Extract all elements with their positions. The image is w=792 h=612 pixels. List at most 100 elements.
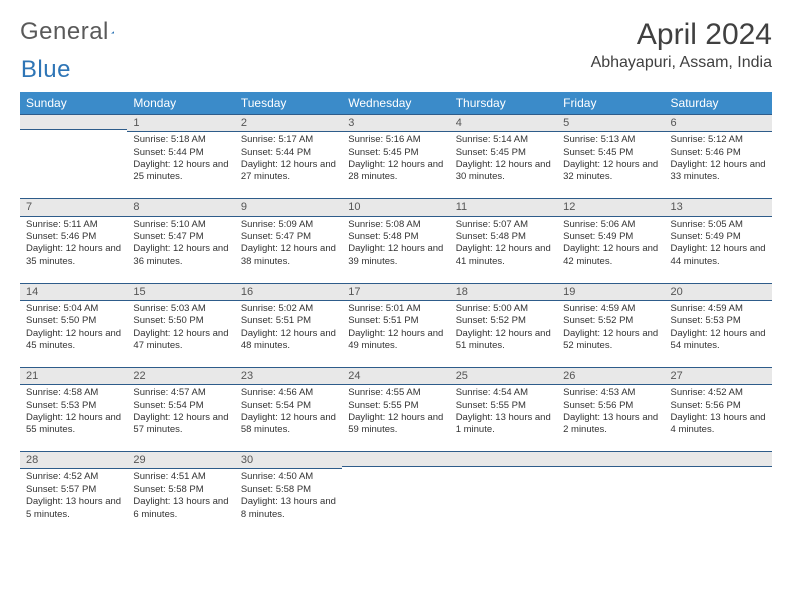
- day-cell-content: Sunrise: 4:57 AMSunset: 5:54 PMDaylight:…: [127, 385, 234, 440]
- day-cell: Sunrise: 5:09 AMSunset: 5:47 PMDaylight:…: [235, 217, 342, 283]
- daylight-line: Daylight: 12 hours and 35 minutes.: [26, 243, 121, 268]
- daylight-line: Daylight: 12 hours and 33 minutes.: [671, 159, 766, 184]
- empty-day-number: [450, 451, 557, 467]
- month-title: April 2024: [591, 18, 772, 52]
- sunset-line: Sunset: 5:45 PM: [456, 147, 551, 159]
- day-cell: Sunrise: 4:56 AMSunset: 5:54 PMDaylight:…: [235, 385, 342, 451]
- daylight-line: Daylight: 12 hours and 38 minutes.: [241, 243, 336, 268]
- weekday-header: Sunday: [20, 92, 127, 114]
- day-cell-content: Sunrise: 5:16 AMSunset: 5:45 PMDaylight:…: [342, 132, 449, 187]
- day-cell-content: Sunrise: 5:06 AMSunset: 5:49 PMDaylight:…: [557, 217, 664, 272]
- sunrise-line: Sunrise: 5:17 AM: [241, 134, 336, 146]
- sunset-line: Sunset: 5:57 PM: [26, 484, 121, 496]
- sunset-line: Sunset: 5:54 PM: [133, 400, 228, 412]
- sunrise-line: Sunrise: 5:00 AM: [456, 303, 551, 315]
- sunset-line: Sunset: 5:53 PM: [671, 315, 766, 327]
- daylight-line: Daylight: 12 hours and 41 minutes.: [456, 243, 551, 268]
- day-cell: [342, 469, 449, 535]
- day-cell: Sunrise: 4:59 AMSunset: 5:52 PMDaylight:…: [557, 301, 664, 367]
- day-cell: Sunrise: 5:00 AMSunset: 5:52 PMDaylight:…: [450, 301, 557, 367]
- sunrise-line: Sunrise: 5:06 AM: [563, 219, 658, 231]
- day-cell: Sunrise: 5:06 AMSunset: 5:49 PMDaylight:…: [557, 217, 664, 283]
- day-number: 27: [665, 367, 772, 385]
- day-number: 29: [127, 451, 234, 469]
- day-cell-content: Sunrise: 5:10 AMSunset: 5:47 PMDaylight:…: [127, 217, 234, 272]
- sunset-line: Sunset: 5:47 PM: [133, 231, 228, 243]
- sunrise-line: Sunrise: 5:16 AM: [348, 134, 443, 146]
- daynum-row: 78910111213: [20, 198, 772, 216]
- day-cell: Sunrise: 4:53 AMSunset: 5:56 PMDaylight:…: [557, 385, 664, 451]
- sunrise-line: Sunrise: 5:05 AM: [671, 219, 766, 231]
- day-cell-content: Sunrise: 5:12 AMSunset: 5:46 PMDaylight:…: [665, 132, 772, 187]
- location: Abhayapuri, Assam, India: [591, 54, 772, 72]
- daylight-line: Daylight: 12 hours and 57 minutes.: [133, 412, 228, 437]
- sunset-line: Sunset: 5:44 PM: [241, 147, 336, 159]
- day-content-row: Sunrise: 5:04 AMSunset: 5:50 PMDaylight:…: [20, 301, 772, 367]
- day-number: 15: [127, 283, 234, 301]
- sunrise-line: Sunrise: 5:03 AM: [133, 303, 228, 315]
- day-cell: Sunrise: 5:03 AMSunset: 5:50 PMDaylight:…: [127, 301, 234, 367]
- day-number: 30: [235, 451, 342, 469]
- daylight-line: Daylight: 12 hours and 51 minutes.: [456, 328, 551, 353]
- day-cell-content: Sunrise: 5:09 AMSunset: 5:47 PMDaylight:…: [235, 217, 342, 272]
- empty-day-number: [342, 451, 449, 467]
- daylight-line: Daylight: 12 hours and 59 minutes.: [348, 412, 443, 437]
- day-cell: Sunrise: 4:57 AMSunset: 5:54 PMDaylight:…: [127, 385, 234, 451]
- weekday-header: Friday: [557, 92, 664, 114]
- sunrise-line: Sunrise: 4:58 AM: [26, 387, 121, 399]
- sunset-line: Sunset: 5:53 PM: [26, 400, 121, 412]
- empty-day-number: [665, 451, 772, 467]
- day-number: 19: [557, 283, 664, 301]
- day-number: 7: [20, 198, 127, 216]
- sunrise-line: Sunrise: 5:01 AM: [348, 303, 443, 315]
- day-content-row: Sunrise: 5:11 AMSunset: 5:46 PMDaylight:…: [20, 217, 772, 283]
- calendar-table: SundayMondayTuesdayWednesdayThursdayFrid…: [20, 92, 772, 535]
- sunrise-line: Sunrise: 4:57 AM: [133, 387, 228, 399]
- daylight-line: Daylight: 12 hours and 30 minutes.: [456, 159, 551, 184]
- sunset-line: Sunset: 5:58 PM: [133, 484, 228, 496]
- day-number: 9: [235, 198, 342, 216]
- sunrise-line: Sunrise: 5:04 AM: [26, 303, 121, 315]
- sunset-line: Sunset: 5:47 PM: [241, 231, 336, 243]
- day-cell-content: Sunrise: 5:17 AMSunset: 5:44 PMDaylight:…: [235, 132, 342, 187]
- title-block: April 2024 Abhayapuri, Assam, India: [591, 18, 772, 72]
- sunset-line: Sunset: 5:48 PM: [456, 231, 551, 243]
- day-cell: Sunrise: 5:01 AMSunset: 5:51 PMDaylight:…: [342, 301, 449, 367]
- sunrise-line: Sunrise: 5:12 AM: [671, 134, 766, 146]
- daylight-line: Daylight: 12 hours and 58 minutes.: [241, 412, 336, 437]
- day-content-row: Sunrise: 4:52 AMSunset: 5:57 PMDaylight:…: [20, 469, 772, 535]
- day-cell: Sunrise: 4:50 AMSunset: 5:58 PMDaylight:…: [235, 469, 342, 535]
- sunset-line: Sunset: 5:54 PM: [241, 400, 336, 412]
- daylight-line: Daylight: 12 hours and 55 minutes.: [26, 412, 121, 437]
- daynum-row: 282930: [20, 451, 772, 469]
- sunset-line: Sunset: 5:49 PM: [671, 231, 766, 243]
- day-cell: [20, 132, 127, 198]
- day-number: 28: [20, 451, 127, 469]
- day-cell: Sunrise: 5:05 AMSunset: 5:49 PMDaylight:…: [665, 217, 772, 283]
- day-cell: Sunrise: 4:52 AMSunset: 5:56 PMDaylight:…: [665, 385, 772, 451]
- day-cell-content: Sunrise: 4:58 AMSunset: 5:53 PMDaylight:…: [20, 385, 127, 440]
- day-number: 11: [450, 198, 557, 216]
- day-number: 14: [20, 283, 127, 301]
- day-cell: Sunrise: 5:16 AMSunset: 5:45 PMDaylight:…: [342, 132, 449, 198]
- day-number: 2: [235, 114, 342, 132]
- daylight-line: Daylight: 13 hours and 1 minute.: [456, 412, 551, 437]
- daynum-row: 123456: [20, 114, 772, 132]
- day-number: 5: [557, 114, 664, 132]
- day-cell-content: Sunrise: 4:55 AMSunset: 5:55 PMDaylight:…: [342, 385, 449, 440]
- weekday-header: Wednesday: [342, 92, 449, 114]
- day-cell-content: Sunrise: 5:01 AMSunset: 5:51 PMDaylight:…: [342, 301, 449, 356]
- empty-day-number: [20, 114, 127, 130]
- day-cell: Sunrise: 4:55 AMSunset: 5:55 PMDaylight:…: [342, 385, 449, 451]
- calendar-body: 123456Sunrise: 5:18 AMSunset: 5:44 PMDay…: [20, 114, 772, 535]
- day-cell-content: Sunrise: 5:07 AMSunset: 5:48 PMDaylight:…: [450, 217, 557, 272]
- daylight-line: Daylight: 12 hours and 52 minutes.: [563, 328, 658, 353]
- daylight-line: Daylight: 12 hours and 47 minutes.: [133, 328, 228, 353]
- day-number: 6: [665, 114, 772, 132]
- daylight-line: Daylight: 12 hours and 42 minutes.: [563, 243, 658, 268]
- day-cell: Sunrise: 5:04 AMSunset: 5:50 PMDaylight:…: [20, 301, 127, 367]
- daylight-line: Daylight: 13 hours and 5 minutes.: [26, 496, 121, 521]
- sunrise-line: Sunrise: 4:55 AM: [348, 387, 443, 399]
- day-cell-content: Sunrise: 5:11 AMSunset: 5:46 PMDaylight:…: [20, 217, 127, 272]
- day-cell-content: Sunrise: 4:53 AMSunset: 5:56 PMDaylight:…: [557, 385, 664, 440]
